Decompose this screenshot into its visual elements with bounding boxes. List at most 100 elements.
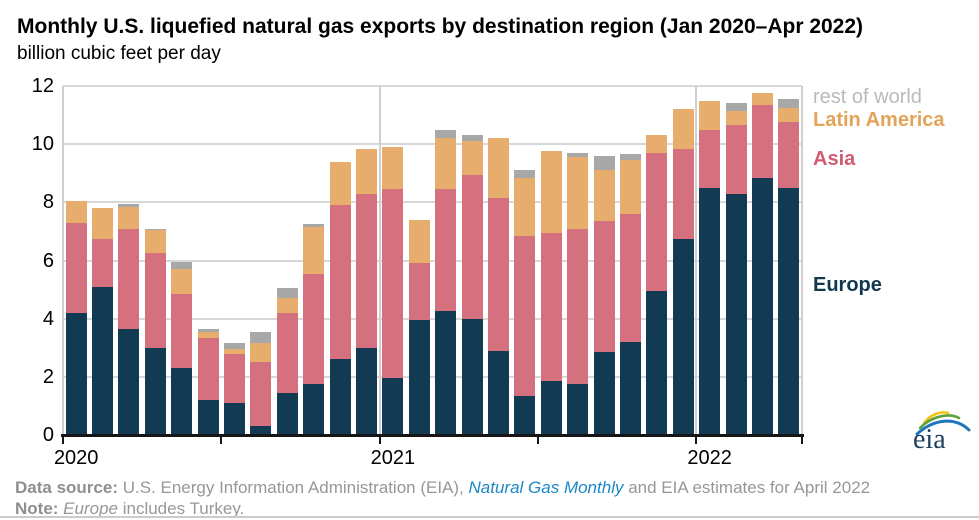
segment-europe [514,395,536,435]
plot-left-border [62,86,64,435]
segment-latin-america [778,107,800,123]
bar-mar-2022 [751,86,773,435]
segment-latin-america [171,269,193,294]
segment-latin-america [619,160,641,214]
segment-asia [329,205,351,360]
segment-rest-of-world [567,152,589,158]
segment-europe [408,320,430,435]
segment-asia [144,253,166,348]
bar-aug-2021 [567,86,589,435]
x-axis-year-label-2020: 2020 [53,447,99,469]
segment-europe [435,311,457,435]
bar-sep-2021 [593,86,615,435]
bar-feb-2022 [725,86,747,435]
segment-asia [514,235,536,396]
segment-latin-america [461,141,483,175]
x-axis-year-label-2021: 2021 [370,447,416,469]
segment-latin-america [567,157,589,229]
segment-rest-of-world [224,343,246,350]
segment-europe [118,328,140,435]
segment-europe [778,187,800,435]
x-axis-tick [62,437,64,444]
year-boundary-line [378,86,381,435]
segment-asia [276,312,298,393]
y-axis-label-4: 4 [42,307,54,330]
segment-latin-america [514,177,536,236]
bar-sep-2020 [276,86,298,435]
eia-logo: eia [913,411,971,455]
segment-europe [144,347,166,435]
segment-europe [329,359,351,435]
segment-europe [250,426,272,435]
plot-area [62,85,803,435]
segment-asia [92,238,114,287]
legend-rest-of-world: rest of world [813,86,922,108]
x-axis-tick [378,437,381,444]
segment-europe [540,381,562,435]
segment-latin-america [303,227,325,274]
bar-jan-2020 [65,86,87,435]
segment-asia [224,353,246,404]
bar-may-2020 [171,86,193,435]
segment-latin-america [356,148,378,194]
segment-europe [567,384,589,435]
data-source-suffix: and EIA estimates for April 2022 [623,478,871,497]
bar-oct-2020 [303,86,325,435]
segment-latin-america [92,208,114,239]
bar-jun-2021 [514,86,536,435]
year-boundary-line [695,86,698,435]
bar-mar-2021 [435,86,457,435]
segment-asia [778,122,800,188]
segment-rest-of-world [303,224,325,228]
segment-europe [593,352,615,435]
segment-latin-america [408,219,430,264]
bar-apr-2021 [461,86,483,435]
segment-europe [224,403,246,435]
segment-asia [567,228,589,385]
data-source-label: Data source: [15,478,123,497]
segment-latin-america [672,109,694,149]
segment-asia [672,148,694,239]
segment-asia [171,293,193,369]
segment-rest-of-world [461,135,483,142]
segment-asia [65,222,87,313]
segment-latin-america [276,298,298,313]
gridline-y-12 [63,85,802,87]
segment-rest-of-world [171,261,193,270]
chart-title: Monthly U.S. liquefied natural gas expor… [17,15,864,38]
segment-europe [461,318,483,435]
y-axis-label-2: 2 [42,365,54,388]
segment-rest-of-world [514,170,536,178]
bar-nov-2021 [646,86,668,435]
segment-asia [303,273,325,385]
segment-asia [461,174,483,319]
bar-apr-2020 [144,86,166,435]
segment-europe [699,187,721,435]
segment-latin-america [699,100,721,130]
segment-rest-of-world [593,155,615,171]
segment-asia [197,337,219,401]
segment-asia [540,232,562,382]
y-axis-label-12: 12 [31,75,54,97]
bar-jul-2021 [540,86,562,435]
segment-latin-america [382,147,404,190]
bar-jan-2022 [699,86,721,435]
natural-gas-monthly-link[interactable]: Natural Gas Monthly [468,478,624,497]
note-label: Note: [15,499,64,518]
segment-latin-america [144,229,166,254]
segment-europe [92,286,114,435]
segment-latin-america [751,93,773,105]
segment-europe [646,291,668,435]
bar-nov-2020 [329,86,351,435]
segment-latin-america [725,110,747,126]
logo-arc-green [918,414,961,430]
segment-rest-of-world [197,328,219,332]
segment-rest-of-world [144,228,166,230]
gridline-y-8 [63,201,802,204]
bar-feb-2021 [408,86,430,435]
segment-europe [303,384,325,435]
logo-text: eia [913,424,946,455]
segment-europe [487,350,509,435]
gridline-y-6 [63,259,802,262]
